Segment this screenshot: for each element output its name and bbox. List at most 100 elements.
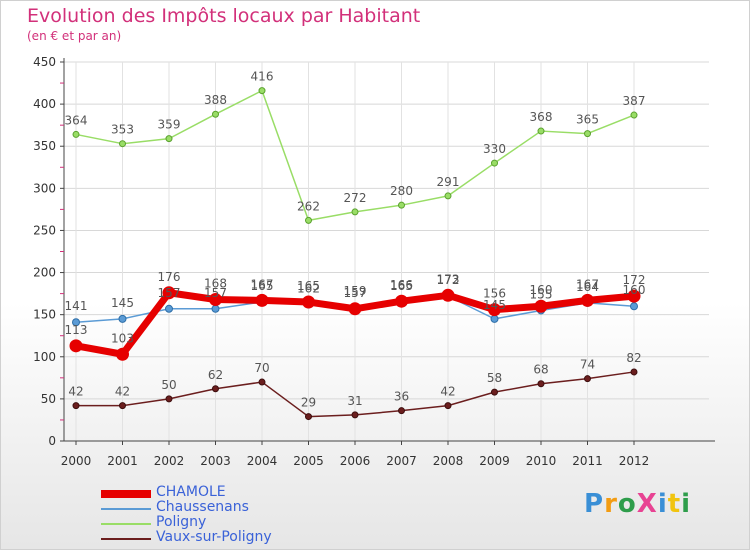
data-point — [72, 130, 80, 138]
data-point — [398, 407, 405, 415]
logo-letter: X — [636, 489, 658, 519]
data-label: 165 — [297, 279, 320, 293]
data-point — [630, 111, 638, 119]
x-tick-label: 2008 — [433, 454, 464, 468]
data-point — [119, 402, 126, 410]
y-tick-label: 300 — [33, 181, 56, 195]
y-tick-label: 50 — [41, 392, 56, 406]
x-tick-label: 2010 — [526, 454, 557, 468]
data-label: 157 — [344, 286, 367, 300]
data-point — [537, 127, 545, 135]
data-point — [488, 303, 501, 317]
data-label: 168 — [204, 277, 227, 291]
x-tick-label: 2000 — [61, 454, 92, 468]
data-label: 82 — [626, 351, 641, 365]
data-label: 364 — [65, 113, 88, 127]
data-point — [630, 368, 638, 376]
data-point — [534, 299, 548, 313]
data-label: 166 — [390, 278, 413, 292]
x-tick-label: 2011 — [572, 454, 603, 468]
data-label: 365 — [576, 113, 599, 127]
y-tick-label: 0 — [48, 434, 56, 448]
data-point — [441, 288, 455, 302]
x-tick-label: 2002 — [154, 454, 185, 468]
data-point — [165, 135, 173, 143]
data-label: 62 — [208, 368, 223, 382]
y-tick-label: 450 — [33, 55, 56, 69]
data-point — [69, 339, 83, 353]
data-label: 165 — [251, 279, 274, 293]
data-label: 172 — [623, 273, 646, 287]
data-point — [627, 289, 641, 303]
data-label: 416 — [251, 70, 274, 84]
data-label: 36 — [394, 390, 409, 404]
data-label: 74 — [580, 358, 595, 372]
data-label: 280 — [390, 184, 413, 198]
data-label: 156 — [483, 287, 506, 301]
data-point — [491, 388, 498, 396]
data-point — [302, 295, 315, 309]
data-label: 167 — [576, 277, 599, 291]
data-label: 29 — [301, 396, 316, 410]
data-label: 164 — [576, 280, 599, 294]
data-point — [211, 304, 220, 313]
x-tick-label: 2009 — [479, 454, 510, 468]
logo-letter: o — [617, 489, 637, 519]
data-label: 172 — [437, 273, 460, 287]
data-point — [444, 402, 452, 410]
data-point — [212, 385, 219, 393]
data-point — [395, 294, 408, 308]
legend-swatch — [101, 489, 151, 498]
data-label: 31 — [347, 394, 362, 408]
data-point — [537, 380, 545, 388]
data-label: 160 — [530, 283, 553, 297]
data-point — [209, 293, 222, 307]
data-label: 159 — [344, 284, 367, 298]
x-tick-label: 2006 — [340, 454, 371, 468]
data-point — [584, 375, 591, 383]
data-label: 388 — [204, 93, 227, 107]
x-tick-label: 2007 — [386, 454, 417, 468]
data-label: 162 — [297, 282, 320, 296]
legend-label: Chaussenans — [156, 499, 249, 515]
data-label: 145 — [111, 296, 134, 310]
data-label: 42 — [115, 385, 130, 399]
chart-subtitle: (en € et par an) — [27, 29, 122, 43]
data-label: 157 — [158, 286, 181, 300]
data-label: 173 — [437, 272, 460, 286]
data-point — [398, 201, 405, 209]
chart-title: Evolution des Impôts locaux par Habitant — [27, 5, 421, 27]
data-point — [351, 411, 359, 419]
data-point — [72, 402, 80, 410]
data-point — [630, 302, 638, 311]
data-label: 113 — [65, 323, 88, 337]
logo-letter: i — [681, 489, 692, 519]
data-point — [119, 140, 126, 148]
legend-label: Poligny — [156, 514, 207, 530]
data-label: 160 — [623, 283, 646, 297]
data-point — [258, 87, 266, 95]
data-label: 176 — [158, 270, 181, 284]
data-label: 165 — [390, 279, 413, 293]
data-label: 157 — [204, 286, 227, 300]
legend-swatch — [101, 522, 151, 525]
data-point — [348, 302, 362, 316]
data-point — [116, 347, 129, 361]
data-point — [305, 413, 312, 421]
data-label: 145 — [483, 298, 506, 312]
data-point — [584, 130, 591, 138]
grid — [64, 61, 709, 442]
data-label: 42 — [68, 385, 83, 399]
logo-letter: i — [657, 489, 668, 519]
data-point — [162, 286, 176, 300]
legend-label: Vaux-sur-Poligny — [156, 529, 272, 545]
x-tick-label: 2005 — [293, 454, 324, 468]
data-point — [255, 293, 269, 307]
data-point — [491, 159, 498, 167]
y-tick-label: 200 — [33, 266, 56, 280]
data-point — [305, 216, 312, 224]
x-tick-label: 2001 — [107, 454, 138, 468]
legend-label: CHAMOLE — [156, 484, 226, 500]
